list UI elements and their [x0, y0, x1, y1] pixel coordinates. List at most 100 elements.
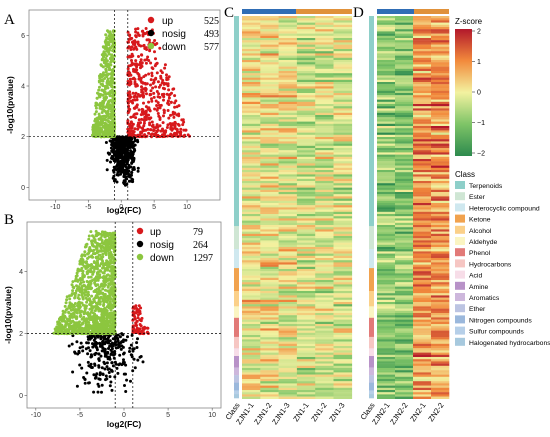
- heatmap-c-cell: [315, 310, 334, 314]
- heatmap-c-cell: [242, 79, 261, 83]
- heatmap-c-cell: [278, 396, 298, 399]
- heatmap-d-cell: [431, 183, 450, 186]
- volcano-b-point-down: [61, 312, 65, 316]
- volcano-b-point-down: [89, 263, 93, 267]
- volcano-b-point-nosig: [109, 380, 113, 384]
- heatmap-d-cell: [413, 242, 432, 245]
- volcano-a-point-up: [139, 130, 143, 134]
- heatmap-c-cell: [260, 99, 279, 102]
- heatmap-d-cell: [395, 18, 414, 21]
- volcano-b-point-down: [68, 326, 71, 330]
- heatmap-d-group-bar-2: [414, 9, 449, 14]
- volcano-a-point-nosig: [115, 153, 119, 157]
- heatmap-c-cell: [333, 216, 353, 219]
- heatmap-c-cell: [242, 376, 261, 380]
- heatmap-c-cell: [242, 291, 261, 294]
- heatmap-c-cell: [315, 139, 334, 142]
- volcano-a-point-up: [160, 71, 164, 75]
- heatmap-d-cell: [431, 88, 450, 91]
- legend-b-up-label: up: [150, 227, 162, 238]
- volcano-b-point-down: [54, 331, 58, 335]
- heatmap-d-cell: [395, 222, 414, 226]
- heatmap-c-cell: [242, 128, 261, 131]
- heatmap-d-cell: [413, 264, 432, 267]
- heatmap-c-cell: [278, 343, 298, 347]
- heatmap-c-cell: [296, 77, 316, 80]
- heatmap-c-cell: [278, 200, 298, 204]
- heatmap-c-cell: [278, 299, 298, 303]
- volcano-b-point-down: [83, 245, 87, 249]
- heatmap-c-cell: [333, 97, 353, 100]
- heatmap-c-cell: [315, 368, 334, 371]
- heatmap-d-cell: [431, 319, 450, 322]
- heatmap-c-cell: [296, 79, 316, 83]
- heatmap-c-cell: [296, 95, 316, 98]
- heatmap-c-cell: [242, 337, 261, 340]
- heatmap-d-cell: [431, 123, 450, 127]
- volcano-b-point-down: [107, 282, 111, 286]
- volcano-b-point-nosig: [83, 377, 87, 381]
- volcano-b-point-down: [85, 300, 89, 304]
- volcano-b-point-nosig: [105, 377, 109, 381]
- heatmap-d-cell: [413, 75, 432, 78]
- volcano-a-point-up: [135, 135, 139, 138]
- heatmap-c-cell: [242, 220, 261, 223]
- heatmap-d-cell: [413, 163, 432, 166]
- volcano-a-point-up: [167, 103, 171, 106]
- heatmap-d-cell: [431, 75, 450, 78]
- heatmap-c-cell: [242, 185, 261, 188]
- heatmap-d-cell: [413, 18, 432, 21]
- heatmap-c-cell: [278, 84, 298, 87]
- heatmap-c-cell: [260, 128, 279, 131]
- heatmap-c-cell: [333, 293, 353, 296]
- volcano-a-point-nosig: [117, 140, 121, 144]
- volcano-b-point-down: [105, 263, 109, 267]
- heatmap-c-cell: [278, 176, 298, 179]
- volcano-a-point-down: [105, 110, 109, 114]
- heatmap-c-cell: [242, 396, 261, 399]
- volcano-b-point-down: [106, 295, 109, 299]
- volcano-b-point-down: [85, 260, 88, 264]
- heatmap-c-cell: [278, 348, 298, 351]
- heatmap-d-cell: [395, 143, 414, 146]
- heatmap-c-cell: [278, 196, 298, 199]
- heatmap-d-cell: [395, 183, 414, 186]
- volcano-a-point-down: [102, 96, 106, 100]
- heatmap-c-cell: [260, 260, 279, 263]
- volcano-a-point-up: [150, 74, 154, 78]
- heatmap-c-cell: [296, 183, 316, 186]
- heatmap-c-cell: [296, 260, 316, 263]
- volcano-a-point-up: [129, 95, 133, 99]
- heatmap-c-cell: [296, 20, 316, 23]
- heatmap-d-cell: [395, 49, 414, 52]
- heatmap-c-cell: [296, 218, 316, 221]
- heatmap-c-cell: [296, 174, 316, 177]
- heatmap-c-cell: [333, 269, 353, 272]
- volcano-a-point-up: [133, 82, 137, 86]
- heatmap-c-cell: [315, 178, 334, 182]
- heatmap-d-cell: [395, 337, 414, 340]
- heatmap-d-cell: [395, 306, 414, 309]
- heatmap-c-cell: [260, 385, 279, 388]
- volcano-a-point-up: [182, 120, 186, 124]
- volcano-b-point-down: [106, 278, 110, 282]
- heatmap-d-cell: [413, 64, 432, 67]
- heatmap-c-cell: [333, 42, 353, 45]
- heatmap-c-cell: [333, 255, 353, 259]
- volcano-a-point-nosig: [132, 147, 136, 151]
- heatmap-c-cell: [296, 350, 316, 353]
- heatmap-d-cell: [413, 288, 432, 292]
- volcano-b-point-down: [83, 254, 87, 258]
- heatmap-d-cell: [413, 90, 432, 94]
- volcano-b-point-down: [72, 292, 76, 295]
- heatmap-c-cell: [242, 183, 261, 186]
- heatmap-c-cell: [296, 51, 316, 54]
- volcano-a-point-up: [148, 108, 152, 112]
- volcano-b-point-nosig: [110, 388, 114, 392]
- heatmap-c-cell: [260, 115, 279, 118]
- volcano-b-point-down: [89, 230, 93, 234]
- volcano-b-point-down: [108, 301, 112, 305]
- heatmap-c-cell: [242, 214, 261, 217]
- heatmap-c-cell: [333, 24, 353, 28]
- heatmap-c-cell: [333, 324, 353, 327]
